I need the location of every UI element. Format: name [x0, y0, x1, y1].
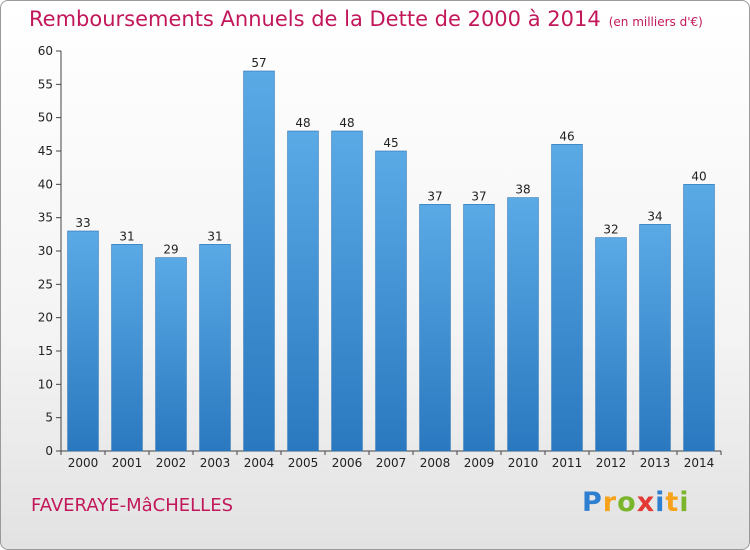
x-tick-label-2013: 2013 [640, 456, 671, 470]
logo-letter: r [602, 487, 618, 518]
x-tick-label-2002: 2002 [156, 456, 187, 470]
x-tick-label-2001: 2001 [112, 456, 143, 470]
x-tick-label-2014: 2014 [684, 456, 715, 470]
logo-letter: t [665, 487, 680, 518]
y-tick-label: 5 [45, 411, 53, 425]
bar-2010 [507, 197, 539, 452]
y-tick-label: 50 [38, 111, 53, 125]
value-label-2004: 57 [251, 56, 266, 70]
y-tick-label: 15 [38, 344, 53, 358]
value-label-2007: 45 [383, 136, 398, 150]
y-tick-label: 35 [38, 211, 53, 225]
x-tick-label-2012: 2012 [596, 456, 627, 470]
chart-title-text: Remboursements Annuels de la Dette de 20… [29, 7, 601, 31]
bar-2000 [67, 230, 99, 452]
x-tick-label-2007: 2007 [376, 456, 407, 470]
x-tick-label-2004: 2004 [244, 456, 275, 470]
logo-letter: i [655, 487, 666, 518]
logo-letter: o [617, 487, 637, 518]
bar-2005 [287, 130, 319, 452]
value-label-2011: 46 [559, 129, 574, 143]
bar-2014 [683, 184, 715, 452]
value-label-2006: 48 [339, 116, 354, 130]
bar-2002 [155, 257, 187, 452]
value-label-2008: 37 [427, 189, 442, 203]
value-label-2005: 48 [295, 116, 310, 130]
value-labels: 33 31 29 31 57 48 48 45 37 37 38 46 32 34 40 [75, 56, 706, 257]
value-label-2003: 31 [207, 229, 222, 243]
axes: 0 5 10 15 20 25 30 35 40 45 50 55 60 2000 2001 2002 2003… [38, 44, 722, 470]
bar-2008 [419, 204, 451, 452]
bar-2013 [639, 224, 671, 452]
y-tick-label: 60 [38, 44, 53, 58]
value-label-2014: 40 [691, 169, 706, 183]
y-tick-label: 45 [38, 144, 53, 158]
bar-2007 [375, 150, 407, 452]
x-tick-label-2006: 2006 [332, 456, 363, 470]
bar-2011 [551, 144, 583, 452]
y-tick-label: 20 [38, 311, 53, 325]
logo-letter: x [636, 487, 656, 518]
chart-subtitle: (en milliers d'€) [608, 15, 703, 29]
x-tick-label-2011: 2011 [552, 456, 583, 470]
bar-2012 [595, 237, 627, 452]
logo-letter: i [679, 487, 690, 518]
chart-title: Remboursements Annuels de la Dette de 20… [29, 7, 703, 31]
x-tick-label-2003: 2003 [200, 456, 231, 470]
y-tick-label: 40 [38, 177, 53, 191]
x-tick-label-2000: 2000 [68, 456, 99, 470]
y-tick-label: 0 [45, 444, 53, 458]
value-label-2000: 33 [75, 216, 90, 230]
x-tick-label-2005: 2005 [288, 456, 319, 470]
bar-2006 [331, 130, 363, 452]
value-label-2013: 34 [647, 209, 662, 223]
commune-name: FAVERAYE-MâCHELLES [31, 495, 233, 516]
bars [67, 70, 715, 452]
value-label-2009: 37 [471, 189, 486, 203]
value-label-2012: 32 [603, 223, 618, 237]
x-tick-label-2010: 2010 [508, 456, 539, 470]
logo-letter: P [582, 487, 603, 518]
y-tick-label: 10 [38, 377, 53, 391]
y-tick-label: 55 [38, 77, 53, 91]
y-tick-label: 30 [38, 244, 53, 258]
x-tick-label-2009: 2009 [464, 456, 495, 470]
bar-2001 [111, 244, 143, 452]
x-tick-label-2008: 2008 [420, 456, 451, 470]
y-tick-label: 25 [38, 277, 53, 291]
value-label-2001: 31 [119, 229, 134, 243]
bar-2009 [463, 204, 495, 452]
value-label-2010: 38 [515, 183, 530, 197]
bar-2004 [243, 70, 275, 452]
proxiti-logo: Proxiti [582, 487, 690, 518]
bar-2003 [199, 244, 231, 452]
value-label-2002: 29 [163, 243, 178, 257]
